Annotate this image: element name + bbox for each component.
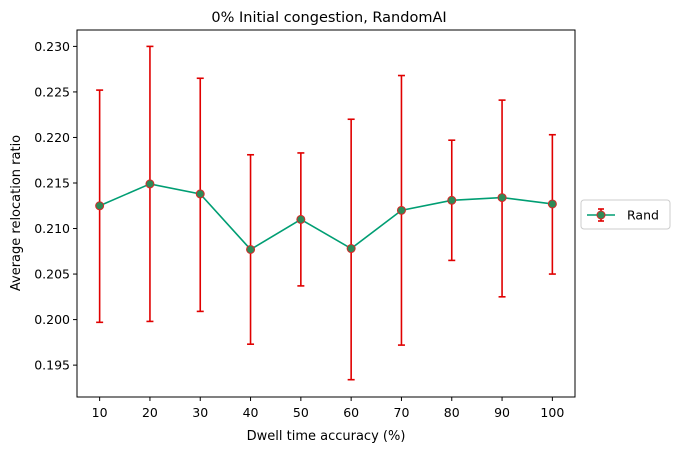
data-point bbox=[396, 205, 406, 215]
x-tick-label: 20 bbox=[142, 405, 158, 420]
y-tick-label: 0.200 bbox=[34, 312, 70, 327]
y-tick-label: 0.210 bbox=[34, 221, 70, 236]
data-point bbox=[145, 179, 155, 189]
series-markers bbox=[95, 179, 557, 254]
data-point bbox=[195, 189, 205, 199]
x-axis-label: Dwell time accuracy (%) bbox=[247, 429, 406, 444]
y-tick-label: 0.215 bbox=[34, 175, 70, 190]
y-axis-label: Average relocation ratio bbox=[9, 135, 24, 291]
data-point bbox=[346, 244, 356, 254]
x-tick-label: 80 bbox=[444, 405, 460, 420]
x-tick-label: 50 bbox=[293, 405, 309, 420]
y-tick-label: 0.195 bbox=[34, 358, 70, 373]
data-point bbox=[547, 199, 557, 209]
x-tick-label: 70 bbox=[394, 405, 410, 420]
y-tick-label: 0.220 bbox=[34, 130, 70, 145]
data-point bbox=[296, 214, 306, 224]
data-point bbox=[246, 244, 256, 254]
x-tick-label: 30 bbox=[192, 405, 208, 420]
chart-title: 0% Initial congestion, RandomAI bbox=[211, 10, 446, 26]
series-line bbox=[99, 183, 553, 251]
legend-marker-swatch bbox=[596, 210, 606, 220]
plot-frame bbox=[76, 29, 576, 398]
x-tick-label: 40 bbox=[243, 405, 259, 420]
y-tick-label: 0.205 bbox=[34, 267, 70, 282]
data-point bbox=[95, 201, 105, 211]
legend: Rand bbox=[580, 199, 671, 230]
data-point bbox=[447, 195, 457, 205]
x-tick-label: 10 bbox=[92, 405, 108, 420]
y-tick-label: 0.230 bbox=[34, 39, 70, 54]
series-line-group bbox=[99, 183, 553, 251]
x-tick-label: 100 bbox=[540, 405, 564, 420]
legend-label: Rand bbox=[627, 208, 659, 223]
y-axis: 0.195 0.200 0.205 0.210 0.215 0.220 0.225 0.230 bbox=[34, 39, 77, 373]
error-bars bbox=[96, 45, 556, 381]
data-point bbox=[497, 193, 507, 203]
x-axis: 10 20 30 40 50 60 70 80 90 100 bbox=[92, 397, 564, 420]
x-tick-label: 60 bbox=[343, 405, 359, 420]
y-tick-label: 0.225 bbox=[34, 84, 70, 99]
x-tick-label: 90 bbox=[494, 405, 510, 420]
